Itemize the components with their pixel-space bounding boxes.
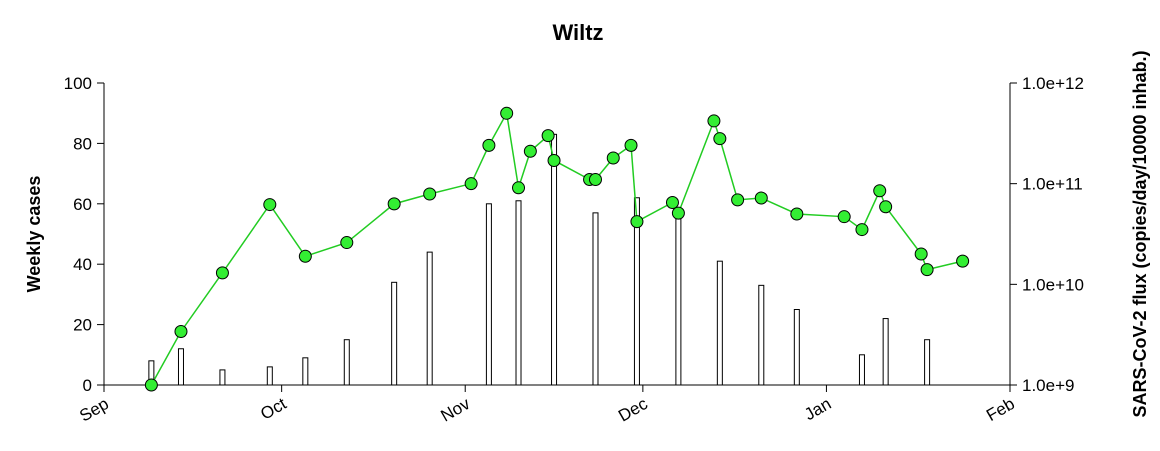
flux-marker [956, 254, 970, 268]
flux-marker [547, 153, 561, 167]
y-tick-label: 100 [64, 74, 92, 93]
bar [343, 339, 350, 386]
y-tick-label: 20 [73, 316, 92, 335]
flux-marker [512, 181, 526, 195]
flux-marker [215, 266, 229, 280]
flux-marker [423, 187, 437, 201]
y2-tick-label: 1.0e+9 [1022, 376, 1074, 395]
bar [793, 309, 800, 386]
flux-marker [630, 215, 644, 229]
flux-marker [671, 206, 685, 220]
bar [266, 366, 273, 386]
flux-marker [588, 172, 602, 186]
flux-marker [174, 324, 188, 338]
x-tick-label: Dec [615, 394, 651, 426]
flux-marker [920, 263, 934, 277]
bar [302, 357, 309, 386]
x-tick-label: Oct [257, 394, 290, 424]
y-tick-label: 60 [73, 195, 92, 214]
y-tick-label: 40 [73, 255, 92, 274]
flux-marker [707, 114, 721, 128]
flux-marker [298, 249, 312, 263]
flux-marker [606, 151, 620, 165]
flux-marker [731, 193, 745, 207]
flux-marker [713, 132, 727, 146]
flux-marker [144, 378, 158, 392]
bar [882, 318, 889, 386]
x-tick-label: Sep [76, 394, 112, 426]
bar [485, 203, 492, 386]
flux-marker [754, 191, 768, 205]
flux-marker [464, 177, 478, 191]
flux-marker [500, 106, 514, 120]
flux-marker [665, 196, 679, 210]
flux-marker [873, 184, 887, 198]
bar [219, 369, 226, 386]
bar [858, 354, 865, 386]
flux-marker [541, 129, 555, 143]
bar [675, 218, 682, 386]
flux-marker [855, 223, 869, 237]
y2-tick-label: 1.0e+11 [1022, 175, 1083, 194]
chart-title: Wiltz [552, 20, 603, 45]
flux-marker [523, 144, 537, 158]
flux-marker [624, 138, 638, 152]
flux-marker [837, 210, 851, 224]
bar [426, 251, 433, 386]
y2-tick-label: 1.0e+10 [1022, 275, 1084, 294]
y-axis-title: Weekly cases [24, 176, 44, 293]
x-tick-label: Nov [438, 394, 474, 426]
flux-marker [387, 197, 401, 211]
flux-line [150, 111, 963, 386]
flux-marker [263, 198, 277, 212]
bar [592, 212, 599, 386]
bar [177, 348, 184, 386]
bar [924, 339, 931, 386]
flux-marker [879, 200, 893, 214]
bar [391, 281, 398, 386]
y-tick-label: 0 [83, 376, 92, 395]
y-tick-label: 80 [73, 134, 92, 153]
bar [633, 197, 640, 386]
bar [758, 284, 765, 386]
x-tick-label: Jan [801, 394, 834, 424]
flux-marker [914, 247, 928, 261]
flux-marker [790, 207, 804, 221]
bar [515, 200, 522, 386]
bar [551, 133, 558, 386]
y2-axis-title: SARS-CoV-2 flux (copies/day/10000 inhab.… [1130, 50, 1150, 417]
y2-tick-label: 1.0e+12 [1022, 74, 1084, 93]
x-tick-label: Feb [983, 394, 1018, 425]
flux-marker [482, 138, 496, 152]
flux-marker [340, 236, 354, 250]
bar [716, 260, 723, 386]
